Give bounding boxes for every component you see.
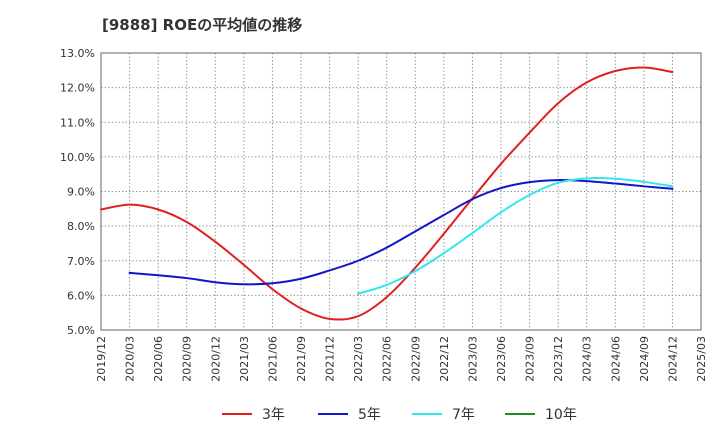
- series-line: [100, 66, 674, 321]
- y-tick-label: 5.0%: [67, 324, 95, 337]
- y-tick-label: 11.0%: [60, 116, 95, 129]
- series-line: [128, 179, 674, 286]
- x-tick-label: 2024/09: [638, 336, 651, 382]
- y-tick-label: 6.0%: [67, 289, 95, 302]
- y-tick-label: 9.0%: [67, 186, 95, 199]
- x-tick-label: 2024/03: [581, 336, 594, 382]
- x-tick-label: 2024/06: [609, 336, 622, 382]
- y-tick-label: 8.0%: [67, 220, 95, 233]
- legend-label: 5年: [358, 407, 381, 423]
- x-tick-label: 2023/06: [495, 336, 508, 382]
- x-tick-label: 2022/03: [352, 336, 365, 382]
- x-tick-label: 2021/03: [238, 336, 251, 382]
- x-tick-label: 2020/03: [124, 336, 137, 382]
- x-tick-label: 2025/03: [695, 336, 708, 382]
- legend-label: 10年: [545, 407, 577, 423]
- x-tick-label: 2023/09: [524, 336, 537, 382]
- x-tick-label: 2020/12: [209, 336, 222, 382]
- plot-border: [100, 52, 702, 331]
- legend-label: 7年: [452, 407, 475, 423]
- y-tick-label: 7.0%: [67, 255, 95, 268]
- x-tick-label: 2020/09: [181, 336, 194, 382]
- x-tick-label: 2021/09: [295, 336, 308, 382]
- y-tick-label: 13.0%: [60, 47, 95, 60]
- y-tick-label: 10.0%: [60, 151, 95, 164]
- x-tick-label: 2020/06: [152, 336, 165, 382]
- x-tick-label: 2021/06: [266, 336, 279, 382]
- y-tick-label: 12.0%: [60, 82, 95, 95]
- x-tick-label: 2022/12: [438, 336, 451, 382]
- x-tick-label: 2019/12: [95, 336, 108, 382]
- x-tick-label: 2021/12: [324, 336, 337, 382]
- x-tick-label: 2023/03: [466, 336, 479, 382]
- x-tick-label: 2022/06: [381, 336, 394, 382]
- x-tick-label: 2023/12: [552, 336, 565, 382]
- x-tick-label: 2022/09: [409, 336, 422, 382]
- plot-area: [101, 53, 701, 330]
- chart-title: [9888] ROEの平均値の推移: [102, 16, 303, 34]
- series-line: [357, 176, 674, 295]
- legend-label: 3年: [262, 407, 285, 423]
- x-tick-label: 2024/12: [666, 336, 679, 382]
